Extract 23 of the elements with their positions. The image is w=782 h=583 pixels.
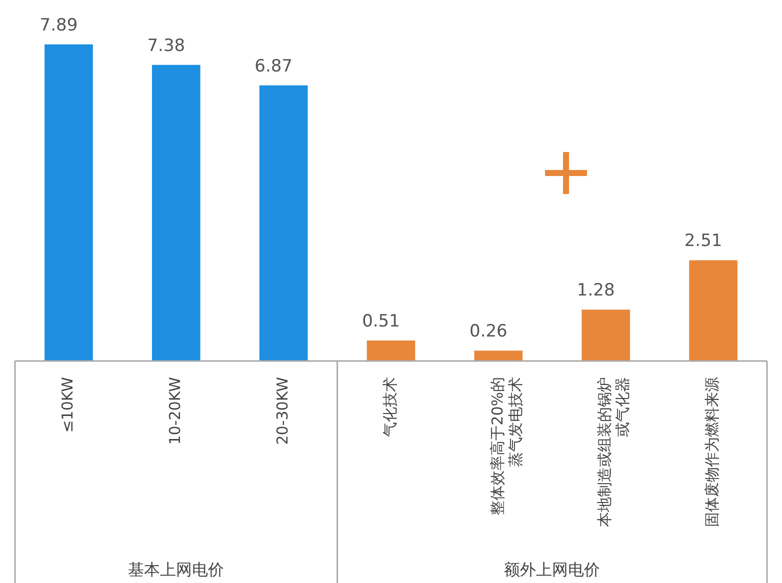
bar (474, 350, 523, 361)
data-label: 0.26 (470, 321, 508, 342)
x-tick-label: 整体效率高于20%的蒸气发电技术 (488, 377, 524, 516)
bar (44, 44, 93, 361)
x-tick-label: 20-30KW (273, 376, 292, 445)
data-label: 0.51 (362, 311, 400, 332)
x-tick-label: 10-20KW (166, 376, 184, 445)
bar (689, 260, 738, 361)
bar (259, 85, 308, 361)
data-label: 7.89 (40, 15, 78, 36)
x-tick-label: 本地制造或组装的锅炉或气化器 (596, 377, 632, 527)
data-label: 6.87 (254, 56, 292, 76)
text: 额外上网电价 (504, 560, 600, 580)
bar (366, 340, 416, 361)
data-label: 7.38 (147, 36, 186, 56)
x-tick-label: ≤10KW (58, 376, 77, 433)
data-label: 2.51 (684, 231, 722, 252)
text: 基本上网电价 (128, 560, 224, 580)
x-tick-label: 气化技术 (380, 377, 399, 437)
data-label: 1.28 (576, 280, 615, 301)
x-tick-label: 固体废物作为燃料来源 (703, 377, 722, 527)
bar (152, 64, 200, 361)
bar (582, 310, 630, 361)
